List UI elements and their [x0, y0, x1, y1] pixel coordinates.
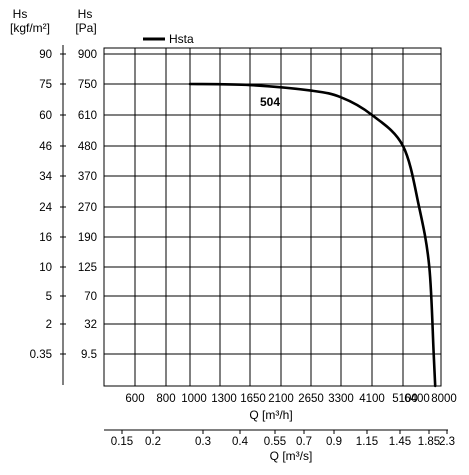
y-left-title-line1: Hs — [13, 7, 28, 21]
x-primary-tick-label: 600 — [125, 393, 144, 405]
y-right-tick-label: 125 — [78, 262, 97, 274]
x-primary-tick-label: 8000 — [431, 393, 457, 405]
y-right-tick-label: 370 — [78, 171, 97, 183]
y-left-tick-label: 24 — [39, 202, 52, 214]
y-right-title-line1: Hs — [78, 7, 93, 21]
y-left-tick-label: 34 — [39, 171, 52, 183]
y-right-tick-label: 900 — [78, 49, 97, 61]
y-left-title-line2: [kgf/m²] — [10, 21, 50, 35]
x-secondary-tick-label: 1.45 — [389, 436, 411, 448]
series-line-hsta — [188, 82, 437, 388]
x-primary-tick-label: 4100 — [359, 393, 385, 405]
y-left-tick-label: 16 — [39, 232, 52, 244]
x-primary-tick-label: 1000 — [181, 393, 207, 405]
y-right-tick-label: 32 — [84, 319, 97, 331]
y-right-tick-label: 480 — [78, 141, 97, 153]
x-secondary-tick-label: 1.15 — [356, 436, 378, 448]
y-right-title-line2: [Pa] — [75, 21, 96, 35]
x-primary-tick-label: 6400 — [404, 393, 430, 405]
x-primary-tick-label: 2650 — [298, 393, 324, 405]
x-secondary-title: Q [m³/s] — [270, 449, 313, 463]
legend-label: Hsta — [169, 32, 194, 46]
plot-area — [60, 47, 442, 387]
x-secondary-tick-label: 0.7 — [296, 436, 312, 448]
x-primary-tick-label: 1300 — [211, 393, 237, 405]
x-secondary-tick-label: 0.55 — [264, 436, 286, 448]
y-left-tick-label: 46 — [39, 141, 52, 153]
x-primary-tick-label: 1650 — [240, 393, 266, 405]
x-primary-tick-label: 3300 — [328, 393, 354, 405]
y-right-tick-label: 270 — [78, 202, 97, 214]
y-right-tick-label: 70 — [84, 291, 97, 303]
x-secondary-tick-label: 0.9 — [326, 436, 342, 448]
y-left-tick-label: 75 — [39, 79, 52, 91]
y-left-tick-label: 10 — [39, 262, 52, 274]
y-right-tick-label: 9.5 — [81, 349, 97, 361]
y-left-tick-label: 5 — [46, 291, 52, 303]
x-primary-tick-label: 800 — [156, 393, 175, 405]
y-left-tick-label: 2 — [46, 319, 52, 331]
x-secondary-tick-label: 0.3 — [195, 436, 211, 448]
y-right-tick-label: 190 — [78, 232, 97, 244]
x-secondary-tick-label: 0.15 — [111, 436, 133, 448]
x-secondary-tick-label: 2.3 — [439, 436, 455, 448]
x-secondary-tick-label: 0.2 — [145, 436, 161, 448]
y-left-tick-label: 60 — [39, 110, 52, 122]
x-primary-tick-label: 5100 — [392, 393, 418, 405]
y-right-tick-label: 610 — [78, 110, 97, 122]
x-secondary-tick-label: 1.85 — [418, 436, 440, 448]
x-primary-tick-label: 2100 — [268, 393, 294, 405]
y-left-tick-label: 0.35 — [30, 349, 52, 361]
x-primary-title: Q [m³/h] — [249, 408, 292, 422]
curve-annotation: 504 — [260, 95, 280, 109]
y-right-tick-label: 750 — [78, 79, 97, 91]
y-left-tick-label: 90 — [39, 49, 52, 61]
x-secondary-tick-label: 0.4 — [232, 436, 249, 448]
